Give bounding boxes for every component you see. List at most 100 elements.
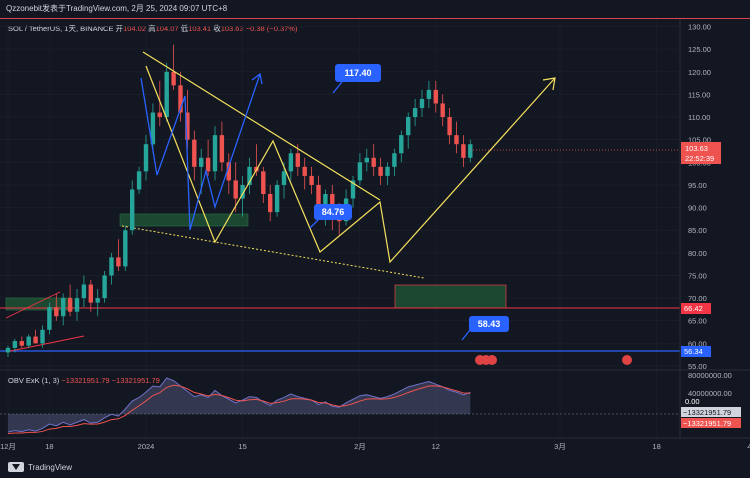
footer-brand: TradingView xyxy=(8,462,72,472)
candle-body[interactable] xyxy=(461,144,466,158)
high-label: 高 xyxy=(148,24,156,33)
candle-body[interactable] xyxy=(433,89,438,104)
high-value: 104.07 xyxy=(155,24,179,33)
candle-body[interactable] xyxy=(385,166,390,176)
candle-body[interactable] xyxy=(54,307,59,317)
candle-body[interactable] xyxy=(378,166,383,176)
obv-legend[interactable]: OBV ExK (1, 3) −13321951.79 −13321951.79 xyxy=(8,376,160,385)
candle-body[interactable] xyxy=(164,71,169,118)
candle-body[interactable] xyxy=(116,257,121,267)
demand-zone-target xyxy=(394,284,507,309)
candle-body[interactable] xyxy=(199,157,204,167)
candle-body[interactable] xyxy=(323,194,328,208)
candle-body[interactable] xyxy=(247,166,252,185)
candle-body[interactable] xyxy=(40,329,45,344)
footer-brand-text: TradingView xyxy=(28,462,73,472)
us-flag-icon[interactable] xyxy=(487,355,497,365)
candle-body[interactable] xyxy=(316,184,321,208)
tradingview-logo-icon xyxy=(8,462,24,472)
candle-body[interactable] xyxy=(468,144,473,158)
us-flag-icon[interactable] xyxy=(622,355,632,365)
candle-body[interactable] xyxy=(454,135,459,145)
y-axis-tick-label: 90.00 xyxy=(688,204,707,213)
candle-body[interactable] xyxy=(281,171,287,185)
candle-body[interactable] xyxy=(233,180,238,199)
candle-body[interactable] xyxy=(150,112,156,145)
callout-box-target[interactable] xyxy=(469,316,509,332)
symbol-name[interactable]: SOL / TetherUS, 1天, BINANCE xyxy=(8,24,114,33)
candle-body[interactable] xyxy=(171,71,176,86)
callout-text-high: 117.40 xyxy=(344,68,371,78)
candle-body[interactable] xyxy=(288,153,294,172)
candle-body[interactable] xyxy=(261,171,266,194)
candle-body[interactable] xyxy=(143,144,149,172)
x-axis: 12月 18 2024 15 2月 12 3月 18 4月 xyxy=(0,442,750,451)
candle-body[interactable] xyxy=(447,117,452,136)
event-flag-icons[interactable] xyxy=(475,355,632,365)
candle-body[interactable] xyxy=(240,184,245,199)
candle-body[interactable] xyxy=(350,180,356,199)
grid-lines xyxy=(0,19,680,438)
x-axis-tick-label: 15 xyxy=(238,442,246,451)
obv-zero-badge xyxy=(681,396,721,406)
candle-body[interactable] xyxy=(426,89,432,99)
candle-body[interactable] xyxy=(364,157,369,163)
candle-body[interactable] xyxy=(12,341,18,348)
demand-zone-upper xyxy=(119,213,249,227)
candle-body[interactable] xyxy=(130,189,135,231)
callout-box-high[interactable] xyxy=(335,64,381,82)
obv-signal-line xyxy=(7,384,471,434)
candle-body[interactable] xyxy=(95,298,100,303)
x-axis-tick-label: 3月 xyxy=(554,442,566,451)
candle-body[interactable] xyxy=(357,162,363,181)
candle-body[interactable] xyxy=(178,85,183,113)
candle-body[interactable] xyxy=(157,112,162,118)
callout-box-low[interactable] xyxy=(314,204,352,220)
change-value: −0.38 (−0.37%) xyxy=(245,24,298,33)
candle-body[interactable] xyxy=(74,298,80,312)
x-axis-tick-label: 12 xyxy=(432,442,440,451)
candle-body[interactable] xyxy=(412,108,418,118)
candle-body[interactable] xyxy=(371,157,376,167)
candle-body[interactable] xyxy=(102,275,107,299)
candle-body[interactable] xyxy=(302,166,307,176)
candle-body[interactable] xyxy=(309,175,314,185)
candle-body[interactable] xyxy=(226,162,231,181)
candle-body[interactable] xyxy=(295,153,300,167)
y-axis-tick-label: 55.00 xyxy=(688,362,707,371)
candle-body[interactable] xyxy=(136,171,142,190)
candle-body[interactable] xyxy=(399,135,404,154)
candle-body[interactable] xyxy=(212,135,218,172)
obv-value-1: −13321951.79 xyxy=(61,376,110,385)
candle-body[interactable] xyxy=(109,257,114,276)
candle-body[interactable] xyxy=(19,341,24,346)
candle-body[interactable] xyxy=(61,298,66,317)
y-axis-tick-label: 130.00 xyxy=(688,23,711,32)
candle-body[interactable] xyxy=(26,336,31,346)
candle-body[interactable] xyxy=(67,298,73,312)
current-price-text: 103.63 xyxy=(685,144,708,153)
y-axis-tick-label: 75.00 xyxy=(688,271,707,280)
candle-body[interactable] xyxy=(192,139,197,167)
publisher-header: Qzzonebit发表于TradingView.com, 2月 25, 2024… xyxy=(0,0,750,18)
candle-body[interactable] xyxy=(219,135,225,163)
callout-pointer-high xyxy=(332,81,343,94)
candle-body[interactable] xyxy=(406,117,411,136)
candle-body[interactable] xyxy=(47,307,52,330)
obv-axis-label-1: 80000000.00 xyxy=(688,371,732,380)
candle-body[interactable] xyxy=(33,336,38,344)
callout-pointer-target xyxy=(461,329,471,341)
candle-body[interactable] xyxy=(5,347,11,353)
candle-body[interactable] xyxy=(392,153,397,167)
candle-body[interactable] xyxy=(440,103,445,118)
candle-body[interactable] xyxy=(88,284,93,303)
candle-body[interactable] xyxy=(419,98,425,108)
candle-body[interactable] xyxy=(123,230,128,267)
candle-body[interactable] xyxy=(274,184,280,213)
candle-body[interactable] xyxy=(205,157,211,172)
candle-body[interactable] xyxy=(81,284,87,299)
candle-body[interactable] xyxy=(185,112,190,140)
y-axis-tick-label: 80.00 xyxy=(688,249,707,258)
candle-body[interactable] xyxy=(268,194,273,213)
